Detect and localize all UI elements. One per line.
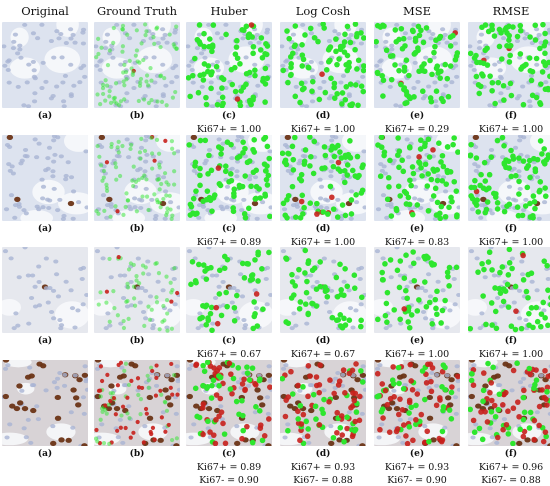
image-tile-r2-c1	[2, 135, 88, 221]
subfigure-label: (c)	[222, 111, 236, 121]
subfigure-label: (c)	[222, 336, 236, 346]
image-tile-r4-c4	[280, 360, 366, 446]
metric-ki67-negative: Ki67- = 0.90	[387, 475, 447, 486]
image-tile-r2-c4	[280, 135, 366, 221]
subfigure-label: (c)	[222, 449, 236, 459]
image-tile-r3-c4	[280, 247, 366, 333]
subfigure-label: (a)	[37, 111, 53, 121]
metric-ki67-negative: Ki67- = 0.88	[481, 475, 541, 486]
metric-ki67-positive: Ki67+ = 1.00	[478, 349, 544, 360]
subfigure-label: (a)	[37, 336, 53, 346]
subfigure-label: (e)	[409, 111, 425, 121]
metric-ki67-positive: Ki67+ = 0.29	[384, 124, 450, 135]
image-tile-r1-c1	[2, 22, 88, 108]
image-tile-r1-c2	[94, 22, 180, 108]
metric-ki67-positive: Ki67+ = 0.89	[196, 462, 262, 473]
metric-ki67-positive: Ki67+ = 0.67	[196, 349, 262, 360]
subfigure-label: (b)	[129, 336, 145, 346]
image-tile-r2-c5	[374, 135, 460, 221]
image-tile-r4-c6	[468, 360, 550, 446]
image-tile-r3-c1	[2, 247, 88, 333]
metric-ki67-negative: Ki67- = 0.88	[293, 475, 353, 486]
image-tile-r3-c2	[94, 247, 180, 333]
image-tile-r1-c3	[186, 22, 272, 108]
metric-ki67-positive: Ki67+ = 1.00	[478, 237, 544, 248]
subfigure-label: (b)	[129, 111, 145, 121]
image-tile-r4-c2	[94, 360, 180, 446]
column-header-ground-truth: Ground Truth	[96, 4, 178, 18]
subfigure-label: (c)	[222, 224, 236, 234]
column-header-mse: MSE	[402, 4, 432, 18]
subfigure-label: (d)	[315, 111, 331, 121]
metric-ki67-positive: Ki67+ = 0.93	[290, 462, 356, 473]
subfigure-label: (e)	[409, 336, 425, 346]
image-tile-r2-c3	[186, 135, 272, 221]
image-tile-r2-c6	[468, 135, 550, 221]
image-tile-r3-c6	[468, 247, 550, 333]
image-tile-r4-c1	[2, 360, 88, 446]
image-tile-r1-c5	[374, 22, 460, 108]
metric-ki67-positive: Ki67+ = 0.96	[478, 462, 544, 473]
subfigure-label: (d)	[315, 449, 331, 459]
metric-ki67-positive: Ki67+ = 1.00	[290, 124, 356, 135]
subfigure-label: (a)	[37, 224, 53, 234]
subfigure-label: (b)	[129, 224, 145, 234]
column-header-rmse: RMSE	[492, 4, 530, 18]
subfigure-label: (a)	[37, 449, 53, 459]
image-tile-r4-c5	[374, 360, 460, 446]
metric-ki67-positive: Ki67+ = 1.00	[478, 124, 544, 135]
image-tile-r3-c5	[374, 247, 460, 333]
column-header-original: Original	[21, 4, 69, 18]
subfigure-label: (d)	[315, 224, 331, 234]
subfigure-label: (f)	[504, 111, 518, 121]
image-tile-r1-c4	[280, 22, 366, 108]
image-tile-r1-c6	[468, 22, 550, 108]
subfigure-label: (d)	[315, 336, 331, 346]
metric-ki67-positive: Ki67+ = 0.93	[384, 462, 450, 473]
metric-ki67-positive: Ki67+ = 1.00	[290, 237, 356, 248]
metric-ki67-positive: Ki67+ = 1.00	[384, 349, 450, 360]
metric-ki67-positive: Ki67+ = 0.89	[196, 237, 262, 248]
metric-ki67-negative: Ki67- = 0.90	[199, 475, 259, 486]
metric-ki67-positive: Ki67+ = 0.83	[384, 237, 450, 248]
image-tile-r2-c2	[94, 135, 180, 221]
subfigure-label: (f)	[504, 224, 518, 234]
subfigure-label: (e)	[409, 224, 425, 234]
subfigure-label: (f)	[504, 336, 518, 346]
column-header-log-cosh: Log Cosh	[295, 4, 351, 18]
subfigure-label: (f)	[504, 449, 518, 459]
metric-ki67-positive: Ki67+ = 0.67	[290, 349, 356, 360]
column-header-huber: Huber	[210, 4, 248, 18]
image-tile-r4-c3	[186, 360, 272, 446]
subfigure-label: (b)	[129, 449, 145, 459]
image-tile-r3-c3	[186, 247, 272, 333]
metric-ki67-positive: Ki67+ = 1.00	[196, 124, 262, 135]
subfigure-label: (e)	[409, 449, 425, 459]
